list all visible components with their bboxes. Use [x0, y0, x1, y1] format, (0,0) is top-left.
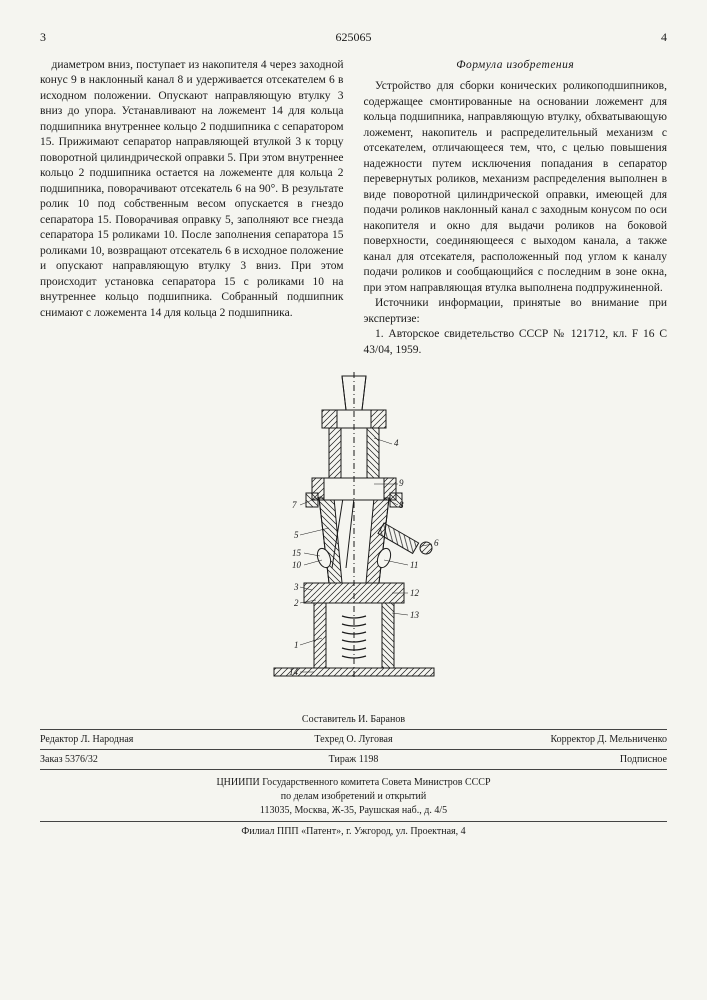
footer: Составитель И. Баранов Редактор Л. Народ… — [40, 713, 667, 839]
callout-2: 2 — [294, 598, 299, 608]
callout-7: 7 — [292, 500, 297, 510]
callout-15: 15 — [292, 548, 302, 558]
callout-3: 3 — [293, 582, 299, 592]
addr-line-2: Филиал ППП «Патент», г. Ужгород, ул. Про… — [40, 821, 667, 839]
techred: Техред О. Луговая — [249, 733, 458, 746]
addr-line-1: 113035, Москва, Ж-35, Раушская наб., д. … — [40, 804, 667, 818]
corrector: Корректор Д. Мельниченко — [458, 733, 667, 746]
callout-14: 14 — [289, 667, 299, 677]
footer-print: Заказ 5376/32 Тираж 1198 Подписное — [40, 750, 667, 770]
tirage: Тираж 1198 — [249, 753, 458, 766]
right-column: Формула изобретения Устройство для сборк… — [364, 58, 668, 359]
subscription: Подписное — [458, 753, 667, 766]
page-header: 3 625065 4 — [40, 30, 667, 46]
callout-4: 4 — [394, 438, 399, 448]
editor: Редактор Л. Народная — [40, 733, 249, 746]
callout-12: 12 — [410, 588, 420, 598]
left-column-text: диаметром вниз, поступает из накопителя … — [40, 58, 344, 322]
footer-org: ЦНИИПИ Государственного комитета Совета … — [40, 770, 667, 839]
callout-10: 10 — [292, 560, 302, 570]
order: Заказ 5376/32 — [40, 753, 249, 766]
callout-11: 11 — [410, 560, 418, 570]
claim-text: Устройство для сборки конических роликоп… — [364, 79, 668, 296]
technical-drawing: 9 8 7 4 6 5 15 10 11 3 2 12 13 1 14 — [40, 368, 667, 703]
callout-5: 5 — [294, 530, 299, 540]
org-line-1: ЦНИИПИ Государственного комитета Совета … — [40, 776, 667, 790]
page-number-left: 3 — [40, 30, 80, 46]
org-line-2: по делам изобретений и открытий — [40, 790, 667, 804]
callout-6: 6 — [434, 538, 439, 548]
document-number: 625065 — [80, 30, 627, 46]
left-column: диаметром вниз, поступает из накопителя … — [40, 58, 344, 359]
callout-13: 13 — [410, 610, 420, 620]
formula-title: Формула изобретения — [364, 58, 668, 74]
callout-8: 8 — [399, 500, 404, 510]
footer-credits: Редактор Л. Народная Техред О. Луговая К… — [40, 729, 667, 750]
sources-intro: Источники информации, принятые во вниман… — [364, 296, 668, 327]
page-number-right: 4 — [627, 30, 667, 46]
callout-9: 9 — [399, 478, 404, 488]
source-1: 1. Авторское свидетельство СССР № 121712… — [364, 327, 668, 358]
drawing-svg: 9 8 7 4 6 5 15 10 11 3 2 12 13 1 14 — [234, 368, 474, 698]
text-columns: диаметром вниз, поступает из накопителя … — [40, 58, 667, 359]
callout-1: 1 — [294, 640, 299, 650]
composer-line: Составитель И. Баранов — [40, 713, 667, 729]
